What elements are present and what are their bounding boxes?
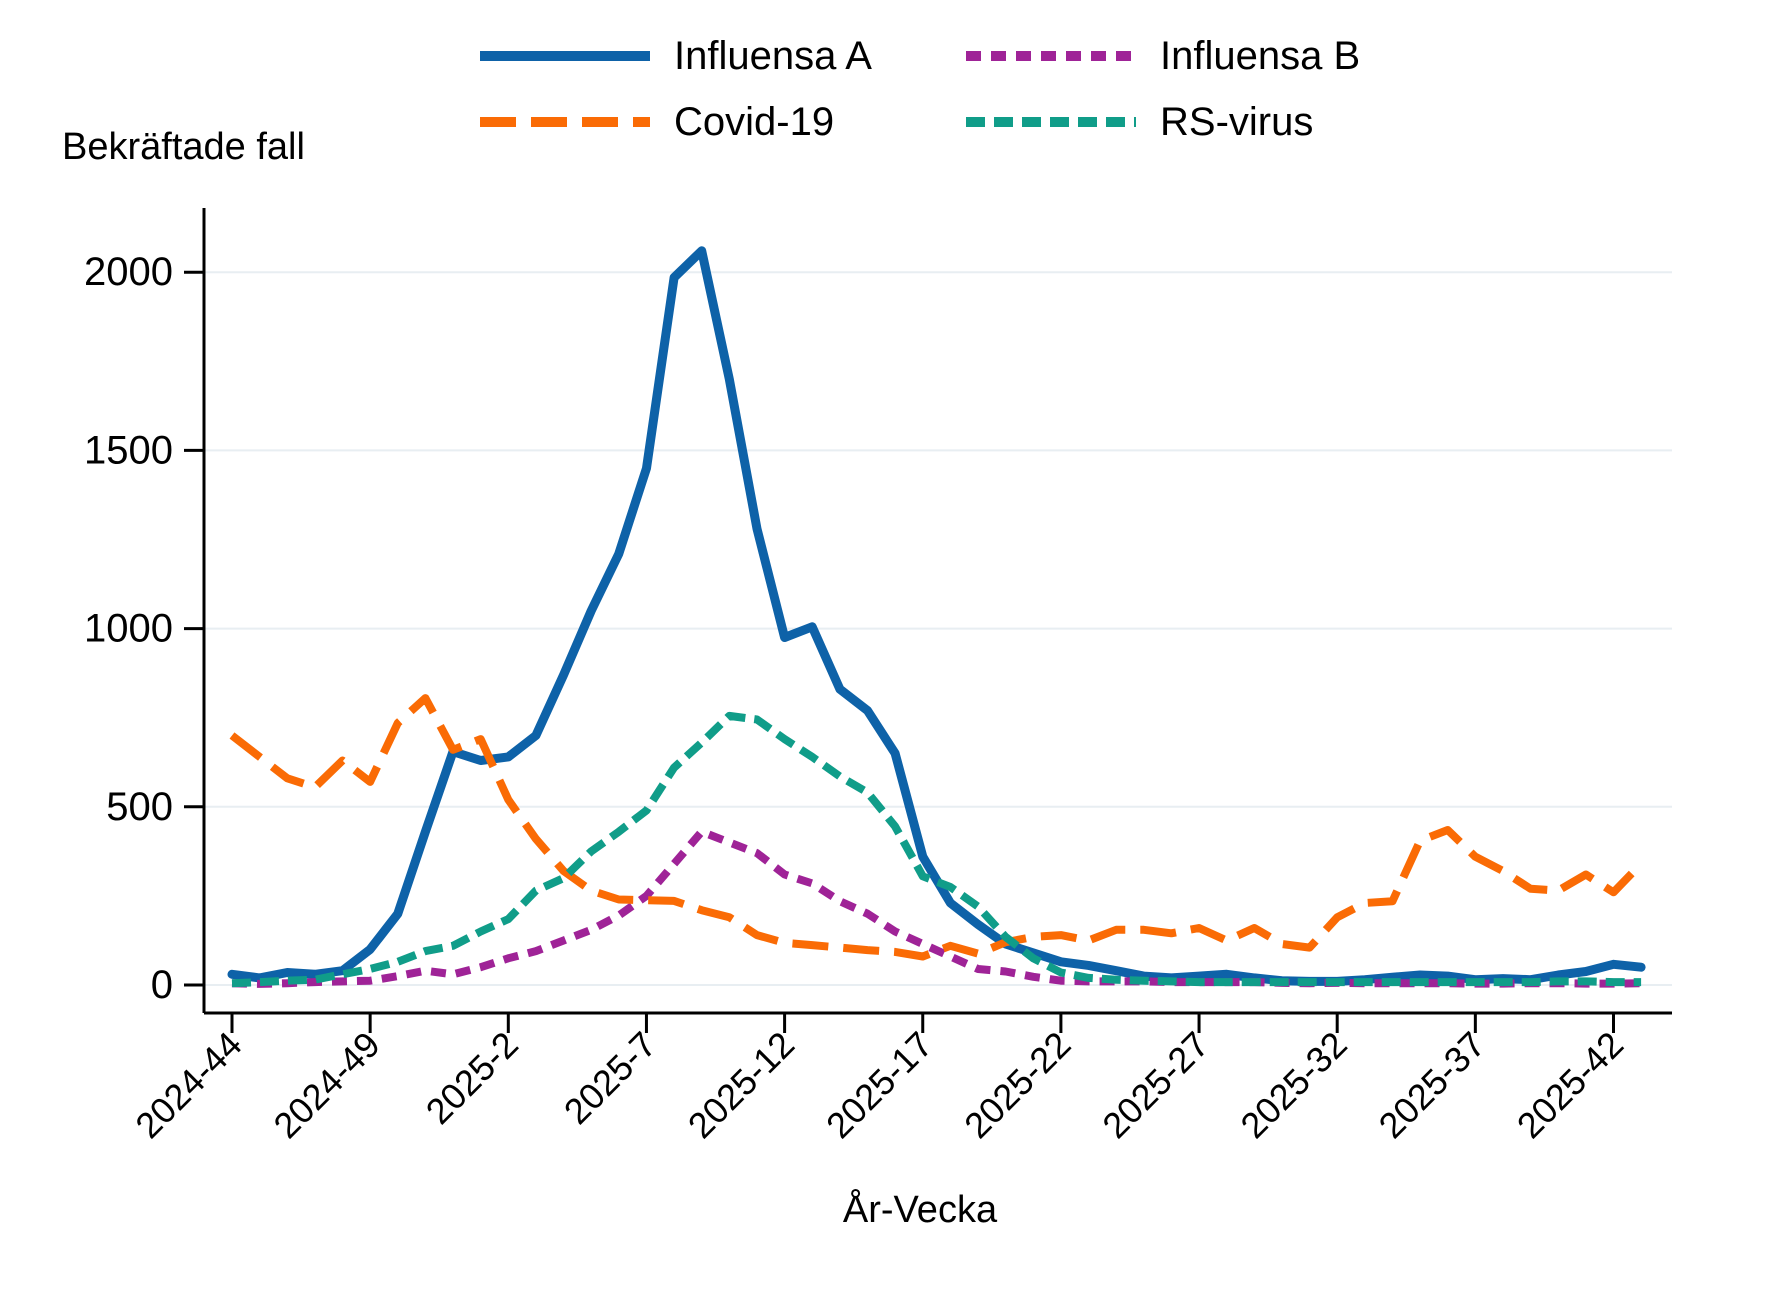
series-line-influensa-a bbox=[227, 246, 1646, 986]
x-tick-label: 2025-32 bbox=[1232, 1024, 1354, 1146]
x-axis-tick-labels: 2024-44 2024-49 2025-2 2025-7 2025-12 2025-17… bbox=[127, 1024, 1631, 1146]
series-lines bbox=[227, 246, 1646, 988]
legend-entry-influensa-b: Influensa B bbox=[966, 30, 1360, 82]
y-axis-tick-labels: 0 500 1000 1500 2000 bbox=[84, 250, 173, 1007]
x-tick-label: 2025-17 bbox=[818, 1024, 940, 1146]
x-tick-label: 2024-49 bbox=[265, 1024, 387, 1146]
series-line-covid-19 bbox=[229, 694, 1644, 961]
y-tick-label: 500 bbox=[106, 785, 173, 829]
legend-entry-covid-19: Covid-19 bbox=[480, 96, 966, 148]
legend-entry-influensa-a: Influensa A bbox=[480, 30, 966, 82]
series-line-rs-virus bbox=[231, 711, 1642, 988]
x-axis-title: År-Vecka bbox=[843, 1187, 998, 1231]
y-tick-label: 1000 bbox=[84, 607, 173, 651]
y-tick-label: 2000 bbox=[84, 250, 173, 294]
legend-entry-rs-virus: RS-virus bbox=[966, 96, 1360, 148]
legend-label-rs-virus: RS-virus bbox=[1160, 99, 1314, 144]
x-tick-label: 2024-44 bbox=[127, 1024, 249, 1146]
x-tick-label: 2025-27 bbox=[1094, 1024, 1216, 1146]
y-tick-label: 1500 bbox=[84, 428, 173, 472]
legend-label-influensa-b: Influensa B bbox=[1160, 33, 1361, 78]
legend-key-influensa-b-line-icon bbox=[966, 51, 1136, 61]
legend-key-covid-19-line-icon bbox=[480, 117, 650, 127]
gridlines bbox=[204, 271, 1672, 986]
x-tick-label: 2025-2 bbox=[418, 1024, 526, 1132]
x-tick-label: 2025-7 bbox=[556, 1024, 664, 1132]
x-tick-label: 2025-22 bbox=[956, 1024, 1078, 1146]
legend-label-covid-19: Covid-19 bbox=[674, 99, 835, 144]
x-tick-label: 2025-37 bbox=[1371, 1024, 1493, 1146]
x-tick-label: 2025-42 bbox=[1509, 1024, 1631, 1146]
legend-key-influensa-a-line-icon bbox=[480, 51, 650, 61]
y-axis-title: Bekräftade fall bbox=[62, 126, 305, 168]
y-tick-label: 0 bbox=[151, 963, 173, 1007]
x-tick-label: 2025-12 bbox=[680, 1024, 802, 1146]
legend: Influensa A Influensa B Covid-19 RS-viru… bbox=[480, 30, 1360, 148]
series-line-influensa-b bbox=[231, 827, 1642, 988]
legend-label-influensa-a: Influensa A bbox=[674, 33, 872, 78]
legend-key-rs-virus-line-icon bbox=[966, 117, 1136, 127]
axes bbox=[184, 208, 1672, 1033]
